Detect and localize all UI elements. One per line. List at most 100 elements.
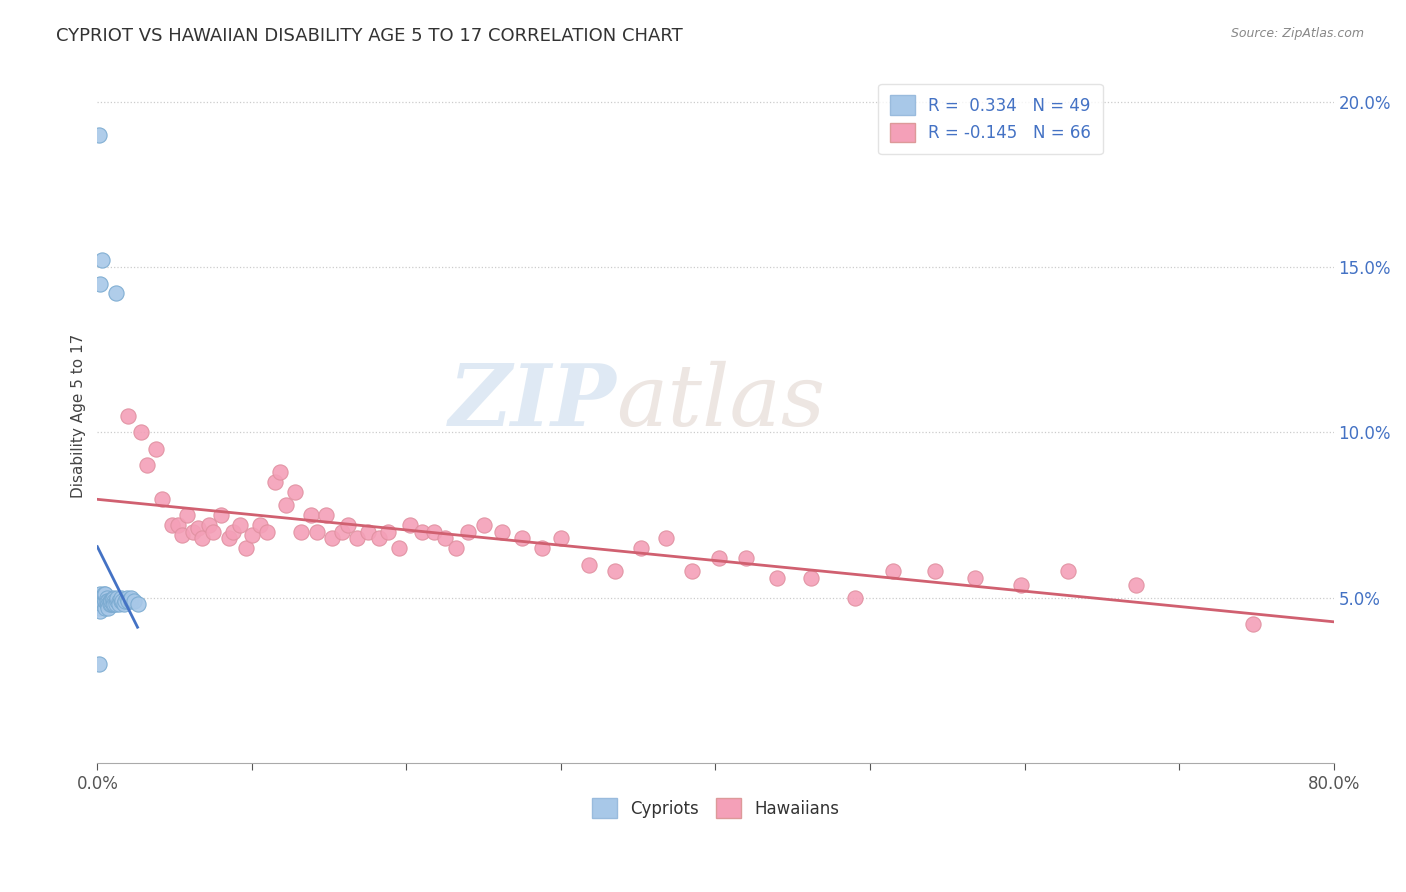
- Point: [240, 528, 263, 542]
- Point: [1241, 617, 1264, 632]
- Point: [104, 286, 127, 301]
- Point: [457, 524, 479, 539]
- Point: [89, 587, 111, 601]
- Point: [603, 564, 626, 578]
- Point: [290, 524, 312, 539]
- Point: [655, 531, 678, 545]
- Point: [367, 531, 389, 545]
- Point: [735, 551, 758, 566]
- Point: [97, 598, 120, 612]
- Text: Source: ZipAtlas.com: Source: ZipAtlas.com: [1230, 27, 1364, 40]
- Point: [94, 594, 117, 608]
- Point: [110, 594, 132, 608]
- Point: [104, 598, 127, 612]
- Point: [103, 594, 125, 608]
- Point: [160, 518, 183, 533]
- Point: [87, 594, 110, 608]
- Point: [681, 564, 703, 578]
- Point: [87, 657, 110, 671]
- Point: [844, 591, 866, 605]
- Point: [150, 491, 173, 506]
- Point: [181, 524, 204, 539]
- Point: [434, 531, 457, 545]
- Point: [222, 524, 245, 539]
- Point: [202, 524, 225, 539]
- Point: [87, 598, 110, 612]
- Point: [346, 531, 368, 545]
- Point: [120, 594, 142, 608]
- Point: [98, 598, 121, 612]
- Point: [117, 409, 139, 423]
- Point: [766, 571, 789, 585]
- Point: [127, 598, 149, 612]
- Point: [101, 592, 124, 607]
- Point: [91, 598, 114, 612]
- Point: [89, 604, 111, 618]
- Point: [89, 591, 111, 605]
- Point: [112, 598, 135, 612]
- Point: [91, 253, 114, 268]
- Point: [120, 591, 142, 605]
- Point: [550, 531, 572, 545]
- Point: [97, 594, 120, 608]
- Point: [115, 591, 138, 605]
- Point: [305, 524, 328, 539]
- Point: [197, 518, 219, 533]
- Point: [101, 598, 124, 612]
- Point: [96, 594, 118, 608]
- Point: [96, 591, 118, 605]
- Point: [124, 594, 146, 608]
- Point: [111, 594, 134, 608]
- Point: [107, 594, 129, 608]
- Point: [97, 600, 120, 615]
- Point: [98, 594, 121, 608]
- Point: [235, 541, 257, 555]
- Point: [166, 518, 188, 533]
- Y-axis label: Disability Age 5 to 17: Disability Age 5 to 17: [72, 334, 86, 498]
- Point: [315, 508, 337, 522]
- Point: [129, 425, 152, 440]
- Point: [965, 571, 987, 585]
- Point: [249, 518, 271, 533]
- Point: [101, 591, 124, 605]
- Point: [101, 594, 124, 608]
- Point: [89, 277, 111, 291]
- Point: [100, 598, 122, 612]
- Point: [172, 528, 194, 542]
- Point: [187, 521, 209, 535]
- Point: [510, 531, 533, 545]
- Point: [924, 564, 946, 578]
- Point: [284, 484, 307, 499]
- Legend: Cypriots, Hawaiians: Cypriots, Hawaiians: [585, 792, 845, 824]
- Point: [377, 524, 399, 539]
- Point: [107, 591, 129, 605]
- Text: ZIP: ZIP: [449, 360, 617, 443]
- Point: [388, 541, 411, 555]
- Point: [423, 524, 446, 539]
- Point: [578, 558, 600, 572]
- Point: [330, 524, 353, 539]
- Point: [274, 498, 297, 512]
- Point: [398, 518, 420, 533]
- Point: [96, 598, 118, 612]
- Point: [1011, 577, 1033, 591]
- Point: [176, 508, 198, 522]
- Point: [108, 598, 131, 612]
- Text: atlas: atlas: [617, 360, 825, 443]
- Point: [114, 594, 136, 608]
- Point: [256, 524, 278, 539]
- Point: [191, 531, 214, 545]
- Point: [108, 594, 131, 608]
- Text: CYPRIOT VS HAWAIIAN DISABILITY AGE 5 TO 17 CORRELATION CHART: CYPRIOT VS HAWAIIAN DISABILITY AGE 5 TO …: [56, 27, 683, 45]
- Point: [93, 587, 115, 601]
- Point: [882, 564, 904, 578]
- Point: [93, 598, 115, 612]
- Point: [100, 594, 122, 608]
- Point: [264, 475, 287, 489]
- Point: [228, 518, 250, 533]
- Point: [103, 598, 125, 612]
- Point: [1056, 564, 1078, 578]
- Point: [100, 594, 122, 608]
- Point: [87, 128, 110, 142]
- Point: [87, 600, 110, 615]
